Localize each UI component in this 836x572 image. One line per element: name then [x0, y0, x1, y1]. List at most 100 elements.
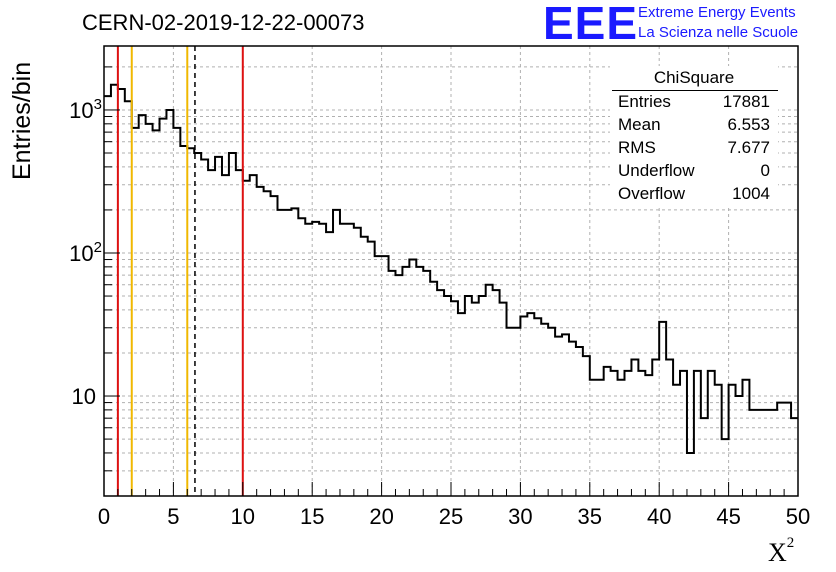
- histogram-bin: [618, 380, 625, 496]
- histogram-bin: [763, 410, 770, 496]
- histogram-bin: [736, 396, 743, 496]
- histogram-bin: [527, 313, 534, 496]
- histogram-bin: [520, 316, 527, 496]
- histogram-bin: [493, 290, 500, 496]
- histogram-bin: [409, 260, 416, 496]
- histogram-bin: [257, 187, 264, 496]
- histogram-bin: [444, 296, 451, 496]
- vertical-lines-layer: [116, 46, 244, 496]
- histogram-bin: [673, 385, 680, 496]
- histogram-bin: [625, 371, 632, 496]
- histogram-bin: [534, 318, 541, 496]
- histogram-bin: [576, 347, 583, 496]
- histogram-bin: [479, 296, 486, 496]
- histogram-bin: [319, 224, 326, 496]
- stats-row-overflow: Overflow 1004: [618, 184, 770, 207]
- histogram-bin: [166, 110, 173, 496]
- histogram-bin: [305, 224, 312, 496]
- stats-value: 6.553: [727, 115, 770, 134]
- histogram-bin: [437, 290, 444, 496]
- stats-title: ChiSquare: [653, 68, 735, 87]
- stats-row-rms: RMS 7.677: [618, 138, 770, 161]
- histogram-bin: [173, 128, 180, 496]
- x-tick-label: 40: [647, 504, 671, 529]
- histogram-bin: [333, 210, 340, 496]
- stats-name: Mean: [618, 115, 661, 134]
- histogram-bin: [250, 175, 257, 496]
- histogram-bin: [298, 218, 305, 496]
- histogram-bin: [402, 267, 409, 496]
- histogram-bin: [416, 267, 423, 496]
- stats-title-underline: [612, 90, 778, 91]
- histogram-bin: [284, 210, 291, 496]
- histogram-bin: [708, 371, 715, 496]
- histogram-bin: [513, 328, 520, 496]
- histogram-bin: [541, 324, 548, 496]
- histogram-bin: [791, 418, 798, 496]
- histogram-bin: [507, 328, 514, 496]
- histogram-bin: [201, 160, 208, 496]
- histogram-bin: [243, 181, 250, 496]
- histogram-bin: [187, 148, 194, 496]
- x-axis-label: X2: [768, 535, 795, 568]
- histogram-bin: [569, 342, 576, 496]
- histogram-bin: [701, 418, 708, 496]
- histogram-bin: [368, 242, 375, 496]
- histogram-bin: [666, 360, 673, 496]
- histogram-bin: [264, 191, 271, 496]
- histogram-bin: [222, 175, 229, 496]
- stats-name: Overflow: [618, 184, 686, 203]
- histogram-bin: [784, 403, 791, 496]
- histogram-bin: [354, 228, 361, 496]
- histogram-bin: [583, 356, 590, 496]
- x-tick-label: 30: [508, 504, 532, 529]
- histogram-bin: [118, 89, 125, 496]
- histogram-bin: [146, 124, 153, 496]
- stats-row-underflow: Underflow 0: [618, 161, 770, 184]
- histogram-bin: [638, 371, 645, 496]
- histogram-bin: [395, 275, 402, 496]
- histogram-bin: [562, 334, 569, 496]
- y-tick-label: 103: [69, 96, 102, 123]
- axis-layer: 0 5 10 15 20 25 30 35 40 45 50 10 102 103: [69, 45, 810, 529]
- stats-box: ChiSquare Entries 17881 Mean 6.553 RMS 7…: [610, 66, 778, 208]
- stats-name: Underflow: [618, 161, 695, 180]
- histogram-bin: [271, 196, 278, 496]
- histogram-bin: [229, 153, 236, 496]
- stats-value: 0: [760, 161, 770, 180]
- histogram-bin: [389, 271, 396, 496]
- x-axis-label-sup: 2: [786, 535, 795, 552]
- x-tick-label: 10: [231, 504, 255, 529]
- histogram-bin: [208, 170, 215, 496]
- stats-row-entries: Entries 17881: [618, 92, 770, 115]
- histogram-bin: [153, 130, 160, 496]
- stats-name: Entries: [618, 92, 671, 111]
- histogram-bin: [722, 439, 729, 496]
- histogram-bin: [180, 146, 187, 496]
- histogram-bin: [548, 328, 555, 496]
- histogram-bin: [694, 371, 701, 496]
- histogram-bin: [777, 403, 784, 496]
- y-tick-label: 10: [72, 384, 96, 409]
- histogram-bin: [347, 224, 354, 496]
- x-tick-label: 5: [167, 504, 179, 529]
- x-tick-label: 45: [716, 504, 740, 529]
- x-tick-label: 35: [578, 504, 602, 529]
- x-axis-label-base: X: [768, 538, 787, 567]
- stats-row-mean: Mean 6.553: [618, 115, 770, 138]
- x-tick-label: 20: [369, 504, 393, 529]
- histogram-bin: [715, 385, 722, 496]
- histogram-bin: [458, 313, 465, 496]
- stats-value: 7.677: [727, 138, 770, 157]
- logo-line-1: Extreme Energy Events: [638, 4, 796, 21]
- histogram-bin: [139, 115, 146, 496]
- x-tick-label: 15: [300, 504, 324, 529]
- histogram-bin: [770, 410, 777, 496]
- histogram-bin: [500, 303, 507, 496]
- x-tick-label: 50: [786, 504, 810, 529]
- histogram-bin: [631, 360, 638, 496]
- histogram-layer: [104, 83, 798, 496]
- eee-logo: EEE Extreme Energy Events La Scienza nel…: [543, 0, 833, 49]
- stats-value: 17881: [722, 92, 770, 111]
- histogram-bin: [160, 119, 167, 496]
